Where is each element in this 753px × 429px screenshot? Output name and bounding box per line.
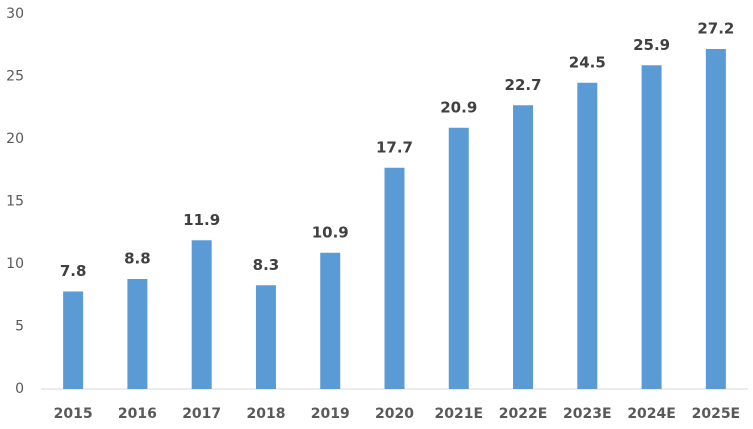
- x-tick-label: 2023E: [563, 406, 612, 422]
- y-tick-label: 5: [15, 319, 24, 335]
- bar: [513, 105, 534, 389]
- y-tick-label: 30: [6, 6, 24, 22]
- bar: [448, 127, 469, 389]
- bar: [127, 279, 148, 389]
- y-tick-label: 0: [15, 381, 24, 397]
- value-label: 7.8: [60, 262, 87, 280]
- x-tick-label: 2019: [311, 406, 350, 422]
- x-tick-label: 2016: [118, 406, 157, 422]
- y-tick-label: 25: [6, 69, 24, 85]
- bar: [63, 291, 84, 389]
- bar: [191, 240, 212, 389]
- x-tick-label: 2024E: [627, 406, 676, 422]
- bar: [577, 82, 598, 389]
- value-label: 17.7: [376, 138, 413, 156]
- x-tick-label: 2018: [246, 406, 285, 422]
- y-tick-label: 10: [6, 256, 24, 272]
- bar: [641, 65, 662, 389]
- value-label: 8.8: [124, 250, 151, 268]
- bar: [705, 49, 726, 389]
- value-label: 10.9: [312, 223, 349, 241]
- x-tick-label: 2025E: [692, 406, 741, 422]
- y-tick-label: 20: [6, 131, 24, 147]
- bar: [320, 252, 341, 389]
- y-tick-label: 15: [6, 194, 24, 210]
- value-label: 25.9: [633, 36, 670, 54]
- bar: [384, 167, 405, 389]
- x-tick-label: 2015: [54, 406, 93, 422]
- value-label: 8.3: [253, 256, 280, 274]
- x-tick-label: 2020: [375, 406, 414, 422]
- x-tick-label: 2022E: [499, 406, 548, 422]
- x-tick-label: 2021E: [435, 406, 484, 422]
- x-tick-label: 2017: [182, 406, 221, 422]
- value-label: 24.5: [569, 53, 606, 71]
- value-label: 27.2: [697, 20, 734, 38]
- value-label: 20.9: [440, 98, 477, 116]
- value-label: 11.9: [183, 211, 220, 229]
- bar: [255, 285, 276, 389]
- value-label: 22.7: [505, 76, 542, 94]
